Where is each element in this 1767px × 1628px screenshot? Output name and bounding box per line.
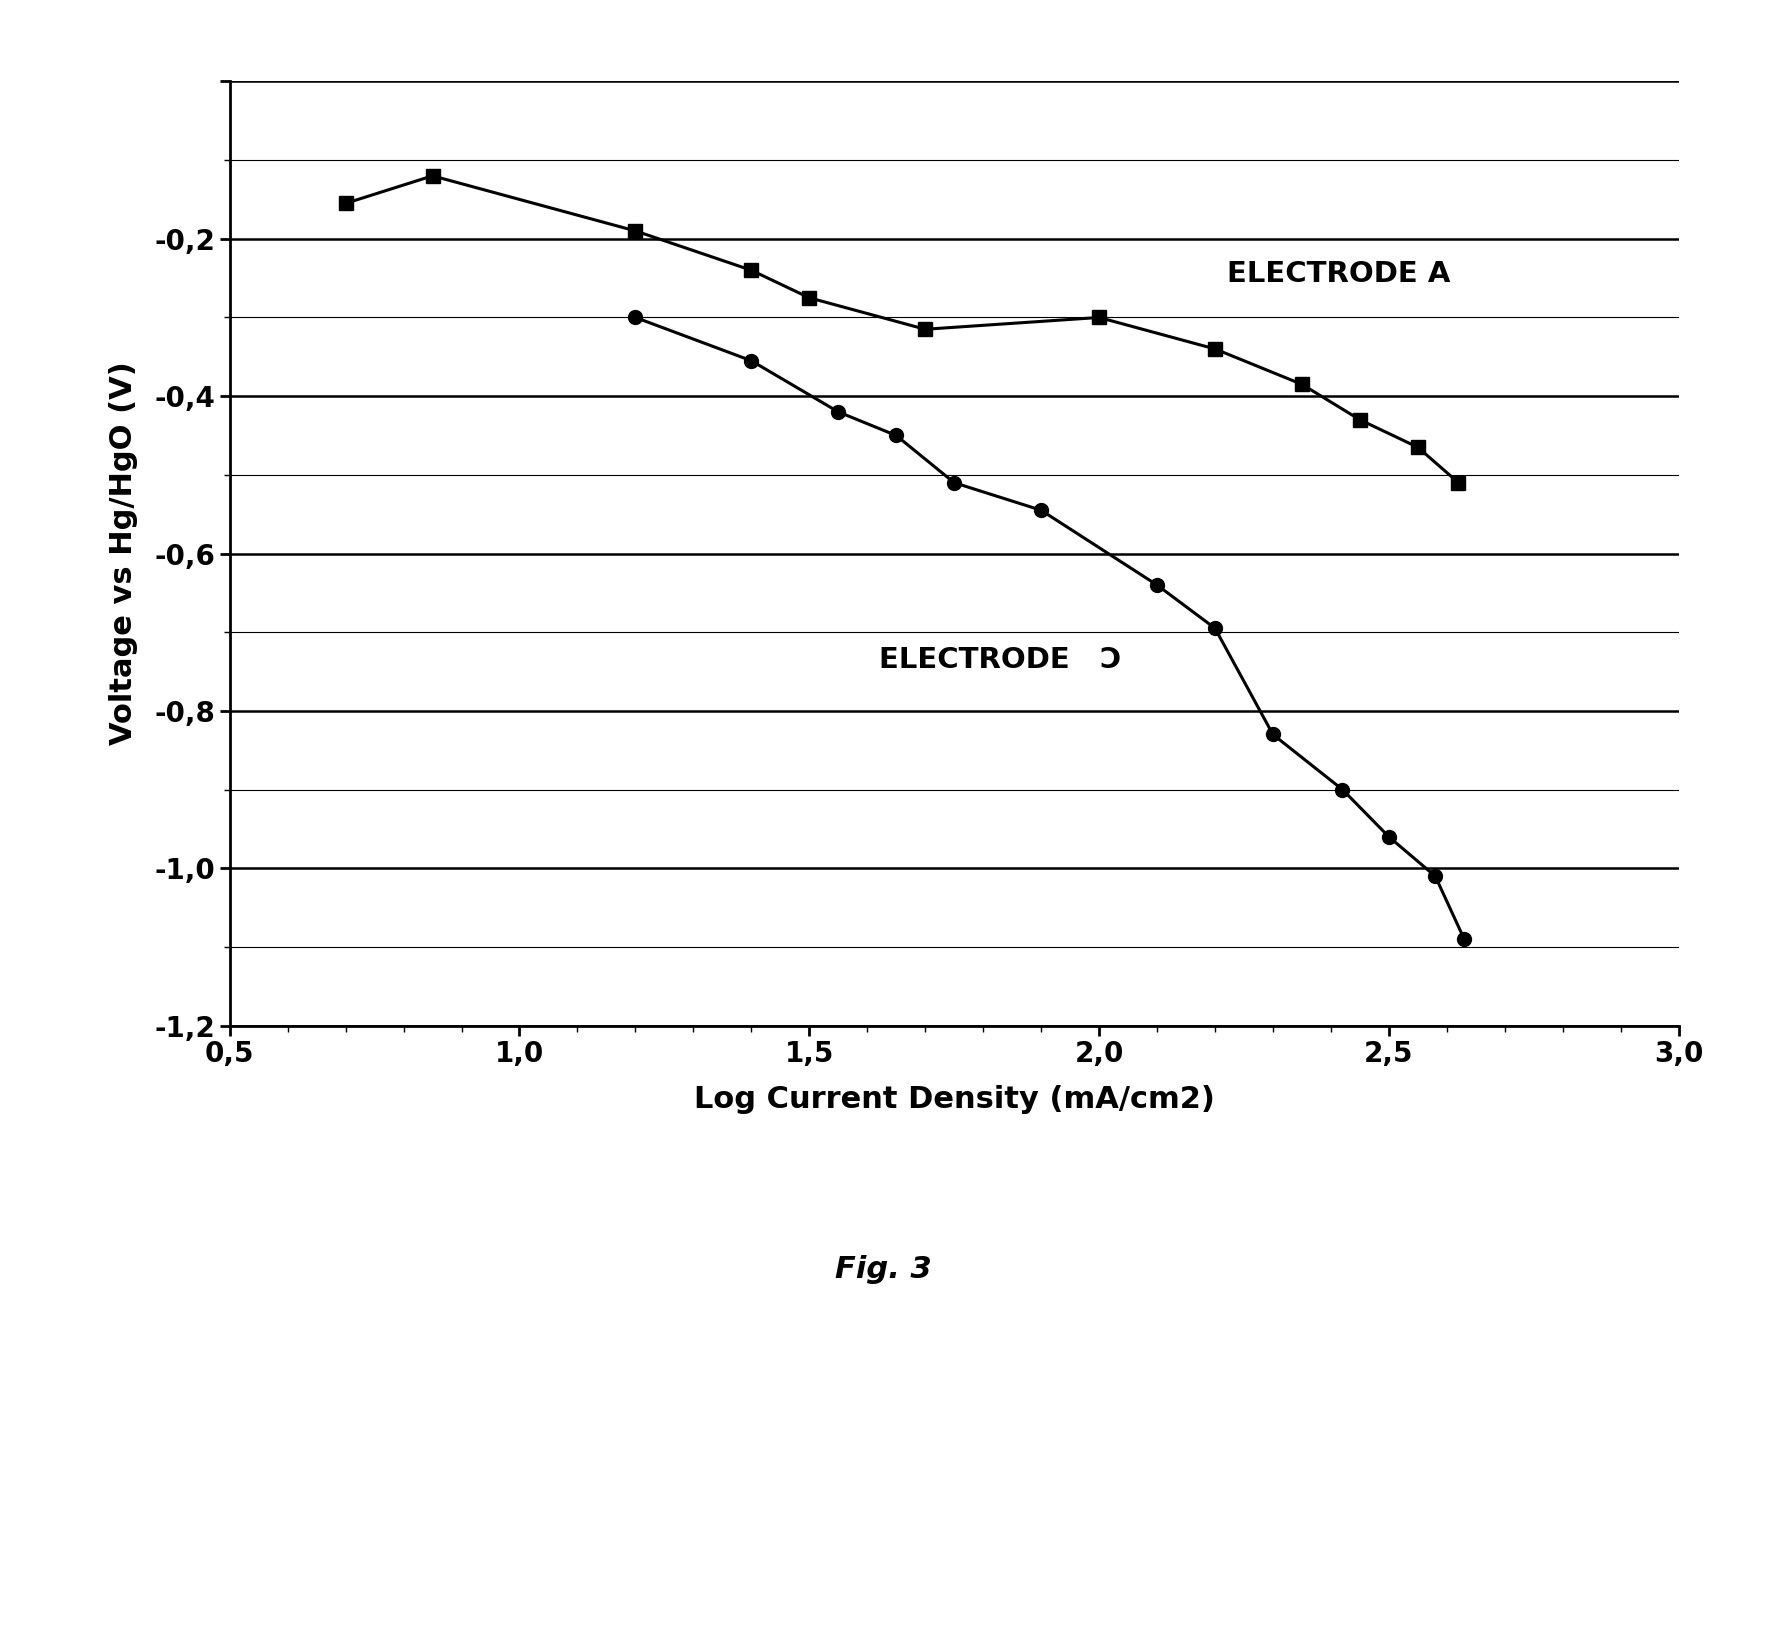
Text: ELECTRODE   Ɔ: ELECTRODE Ɔ [878, 646, 1122, 674]
Y-axis label: Voltage vs Hg/HgO (V): Voltage vs Hg/HgO (V) [108, 361, 138, 746]
X-axis label: Log Current Density (mA/cm2): Log Current Density (mA/cm2) [694, 1084, 1214, 1114]
Text: ELECTRODE A: ELECTRODE A [1226, 260, 1451, 288]
Text: Fig. 3: Fig. 3 [836, 1255, 931, 1284]
